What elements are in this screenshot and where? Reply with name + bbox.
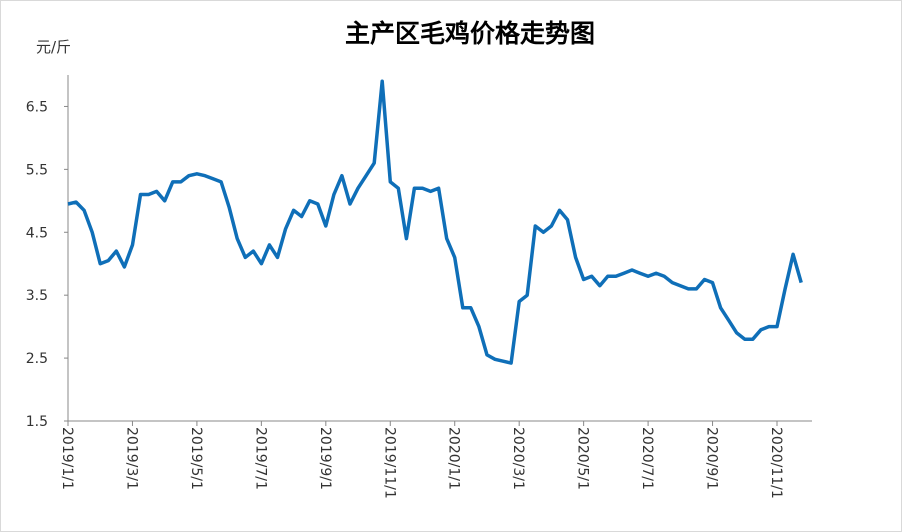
- y-tick-label: 2.5: [26, 351, 48, 367]
- y-axis-label: 元/斤: [36, 38, 71, 56]
- line: [67, 79, 803, 365]
- x-tick-label: 2019/9/1: [317, 427, 333, 490]
- x-tick-label: 2020/11/1: [768, 427, 784, 499]
- x-tick-label: 2020/3/1: [510, 427, 526, 490]
- x-tick-label: 2019/1/1: [59, 427, 75, 490]
- x-tick-label: 2020/5/1: [575, 427, 591, 490]
- y-tick-label: 3.5: [26, 288, 48, 304]
- x-tick-label: 2020/9/1: [704, 427, 720, 490]
- chart-title: 主产区毛鸡价格走势图: [345, 19, 595, 48]
- y-tick-label: 1.5: [26, 414, 48, 430]
- x-tick-label: 2019/7/1: [252, 427, 268, 490]
- x-tick-label: 2020/7/1: [639, 427, 655, 490]
- x-tick-label: 2019/5/1: [188, 427, 204, 490]
- y-tick-label: 5.5: [26, 162, 48, 178]
- y-tick-label: 4.5: [26, 225, 48, 241]
- y-tick-label: 6.5: [26, 99, 48, 115]
- x-tick-label: 2019/3/1: [123, 427, 139, 490]
- x-tick-label: 2020/1/1: [446, 427, 462, 490]
- x-tick-label: 2019/11/1: [381, 427, 397, 499]
